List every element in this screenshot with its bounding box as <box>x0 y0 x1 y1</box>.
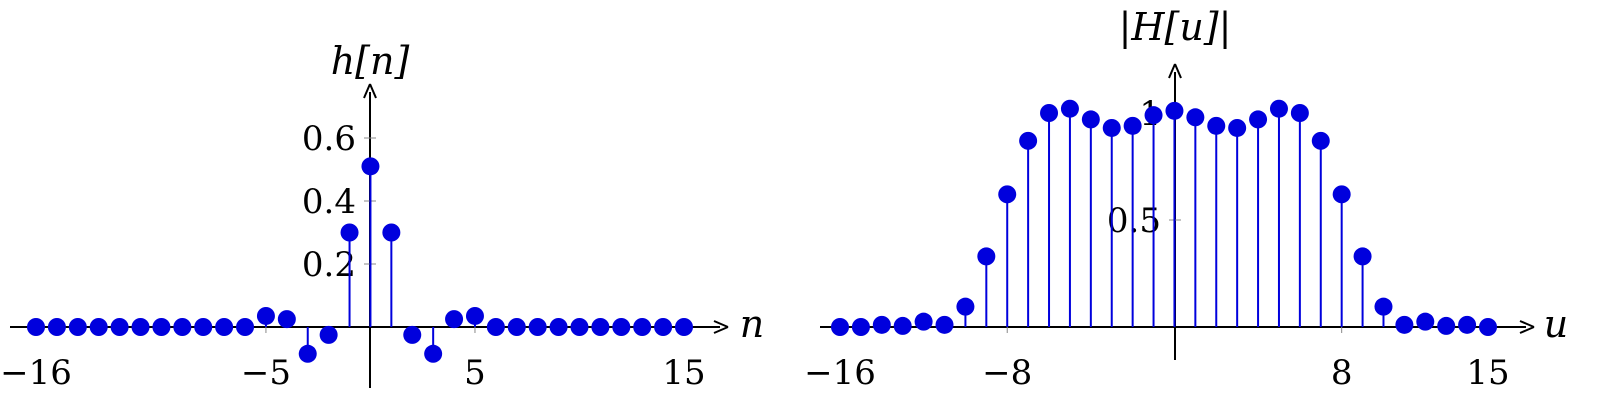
stem-marker <box>851 318 870 336</box>
stem-marker <box>89 318 108 336</box>
y-axis-title: |H[u]| <box>1119 5 1232 49</box>
stem-marker <box>528 318 547 336</box>
stem-marker <box>27 318 45 336</box>
y-axis-title: h[n] <box>331 39 410 83</box>
stem-marker <box>935 315 954 334</box>
stem-marker <box>1395 315 1414 334</box>
y-tick-label: 0.5 <box>1107 201 1161 241</box>
stem-marker <box>570 318 589 336</box>
stem-marker <box>998 185 1017 204</box>
stem-marker <box>1207 116 1226 135</box>
stem-marker <box>47 318 66 336</box>
stem-marker <box>1019 131 1038 150</box>
stem-marker <box>152 318 171 336</box>
y-axis-arrow <box>363 83 377 99</box>
stem-marker <box>507 318 526 336</box>
stem-marker <box>110 318 129 336</box>
x-tick-label: 5 <box>464 353 486 393</box>
x-axis-arrow <box>1519 320 1535 334</box>
x-tick-label: 15 <box>1466 353 1509 393</box>
stem-marker <box>893 316 912 335</box>
stem-marker <box>956 297 975 316</box>
stem-marker <box>445 310 464 329</box>
stem-marker <box>1144 106 1163 125</box>
stem-marker <box>1165 101 1184 120</box>
x-tick-label: −16 <box>0 353 72 393</box>
stem-marker <box>486 318 505 336</box>
stem-marker <box>1186 108 1205 127</box>
x-tick-label: −16 <box>804 353 876 393</box>
stem-marker <box>654 318 673 336</box>
stem-marker <box>194 318 213 336</box>
stem-marker <box>1374 297 1393 316</box>
stem-marker <box>298 344 317 363</box>
stem-marker <box>1479 318 1497 336</box>
stem-marker <box>256 306 275 325</box>
y-tick-label: 0.6 <box>302 119 356 159</box>
x-tick-label: −8 <box>982 353 1032 393</box>
stem-marker <box>633 318 652 336</box>
stem-marker <box>131 318 150 336</box>
x-axis-title: n <box>740 302 764 346</box>
stem-marker <box>675 318 693 336</box>
y-tick-label: 0.2 <box>302 245 356 285</box>
stem-marker <box>319 325 338 344</box>
x-axis-arrow <box>713 320 729 334</box>
stem-marker <box>1081 110 1100 129</box>
stem-marker <box>1311 131 1330 150</box>
stem-marker <box>1458 315 1477 334</box>
stem-marker <box>1290 104 1309 122</box>
stem-marker <box>277 310 296 329</box>
stem-marker <box>914 312 933 331</box>
y-tick-label: 0.4 <box>302 182 356 222</box>
stem-marker <box>215 318 234 336</box>
stem-marker <box>977 247 996 266</box>
stem-marker <box>1249 110 1268 129</box>
stem-marker <box>236 318 255 336</box>
stem-marker <box>465 306 484 325</box>
stem-marker <box>361 157 380 176</box>
stem-marker <box>612 318 631 336</box>
stem-marker <box>403 325 422 344</box>
stem-marker <box>1269 99 1288 118</box>
stem-marker <box>1353 247 1372 266</box>
stem-marker <box>1060 99 1079 118</box>
stem-marker <box>1332 185 1351 204</box>
stem-marker <box>831 318 849 336</box>
stem-marker <box>382 223 401 242</box>
stem-marker <box>68 318 87 336</box>
stem-marker <box>1102 118 1121 137</box>
x-tick-label: −5 <box>241 353 291 393</box>
stem-marker <box>1040 104 1059 122</box>
x-tick-label: 8 <box>1331 353 1353 393</box>
stem-marker <box>340 223 359 242</box>
stem-marker <box>591 318 610 336</box>
stem-marker <box>872 315 891 334</box>
stem-marker <box>173 318 192 336</box>
stem-marker <box>549 318 568 336</box>
stem-marker <box>1123 116 1142 135</box>
stem-marker <box>1228 118 1247 137</box>
x-axis-title: u <box>1544 302 1568 346</box>
stem-marker <box>424 344 443 363</box>
stem-marker <box>1437 316 1456 335</box>
x-tick-label: 15 <box>662 353 705 393</box>
stem-marker <box>1416 312 1435 331</box>
y-axis-arrow <box>1168 63 1182 79</box>
